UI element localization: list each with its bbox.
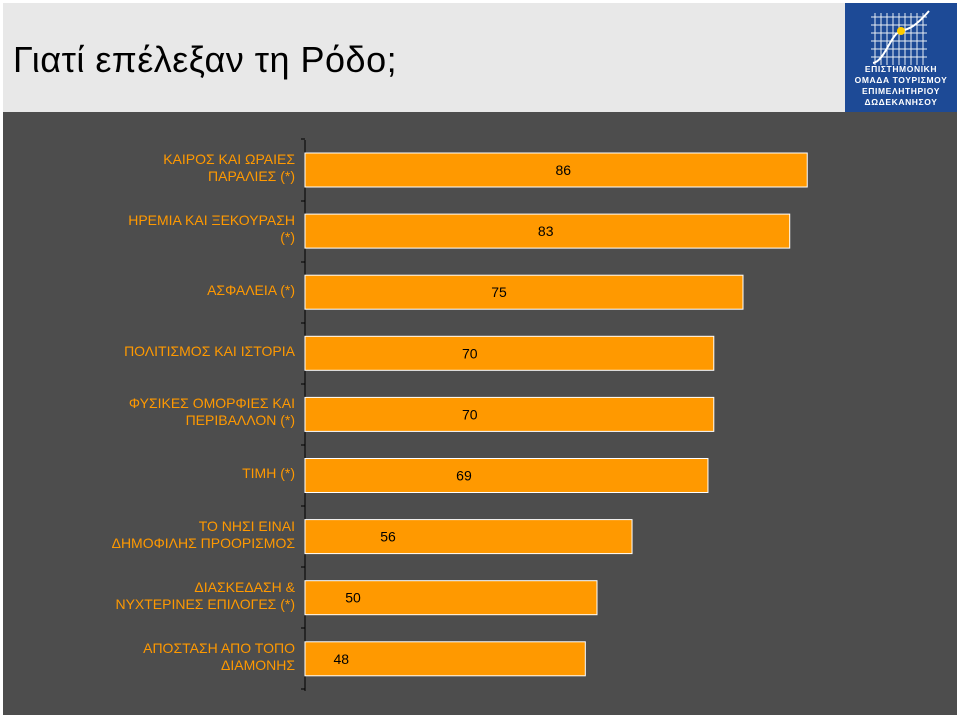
- category-label-line: ΚΑΙΡΟΣ ΚΑΙ ΩΡΑΙΕΣ: [163, 151, 295, 167]
- category-label: ΑΠΟΣΤΑΣΗ ΑΠΟ ΤΟΠΟ ΔΙΑΜΟΝΗΣ: [0, 640, 295, 674]
- page-title: Γιατί επέλεξαν τη Ρόδο;: [13, 39, 398, 80]
- bar: [304, 396, 715, 432]
- category-label: ΑΣΦΑΛΕΙΑ (*): [0, 282, 295, 299]
- category-label: ΤΟ ΝΗΣΙ ΕΙΝΑΙ ΔΗΜΟΦΙΛΗΣ ΠΡΟΟΡΙΣΜΟΣ: [0, 518, 295, 552]
- bar: [304, 519, 633, 555]
- chart-panel: ΚΑΙΡΟΣ ΚΑΙ ΩΡΑΙΕΣ ΠΑΡΑΛΙΕΣ (*) ΗΡΕΜΙΑ ΚΑΙ …: [3, 112, 957, 715]
- data-label: 86: [555, 162, 571, 178]
- category-label-line: ΔΙΑΣΚΕΔΑΣΗ &: [194, 578, 295, 595]
- category-label: ΤΙΜΗ (*): [0, 465, 295, 482]
- bar: [304, 458, 709, 493]
- data-label: 48: [334, 651, 350, 667]
- bar: [304, 335, 715, 371]
- header-bar: Γιατί επέλεξαν τη Ρόδο;: [3, 3, 957, 112]
- category-label-line: ΗΡΕΜΙΑ ΚΑΙ ΞΕΚΟΥΡΑΣΗ: [128, 212, 295, 229]
- bar: [304, 152, 808, 188]
- category-label-line: ΔΗΜΟΦΙΛΗΣ ΠΡΟΟΡΙΣΜΟΣ: [111, 534, 295, 551]
- logo-graph-icon: [871, 10, 930, 65]
- data-label: 56: [380, 529, 396, 545]
- logo-text-line-1: ΕΠΙΣΤΗΜΟΝΙΚΗ: [864, 64, 938, 74]
- bar: [304, 580, 598, 616]
- data-label: 50: [345, 590, 361, 606]
- data-label: 83: [538, 223, 554, 239]
- organization-logo: ΕΠΙΣΤΗΜΟΝΙΚΗ ΟΜΑΔΑ ΤΟΥΡΙΣΜΟΥ ΕΠΙΜΕΛΗΤΗΡΙ…: [845, 3, 957, 112]
- bar: [304, 213, 791, 249]
- logo-text-line-2: ΟΜΑΔΑ ΤΟΥΡΙΣΜΟΥ: [854, 75, 948, 85]
- data-label: 75: [491, 284, 507, 300]
- category-label-line: ΠΑΡΑΛΙΕΣ (*): [208, 168, 295, 184]
- data-label: 70: [462, 345, 478, 361]
- category-label-line: (*): [280, 229, 295, 246]
- category-label-line: ΤΟ ΝΗΣΙ ΕΙΝΑΙ: [198, 517, 295, 534]
- bar: [304, 641, 586, 677]
- category-label: ΗΡΕΜΙΑ ΚΑΙ ΞΕΚΟΥΡΑΣΗ (*): [0, 212, 295, 246]
- logo-text-line-3: ΕΠΙΜΕΛΗΤΗΡΙΟΥ: [862, 86, 940, 96]
- logo-text-line-4: ΔΩΔΕΚΑΝΗΣΟΥ: [864, 97, 938, 107]
- category-label-line: ΠΕΡΙΒΑΛΛΟΝ (*): [185, 412, 295, 429]
- category-label-line: ΑΣΦΑΛΕΙΑ (*): [207, 281, 295, 298]
- category-label-line: ΝΥΧΤΕΡΙΝΕΣ ΕΠΙΛΟΓΕΣ (*): [115, 595, 295, 612]
- category-label: ΔΙΑΣΚΕΔΑΣΗ & ΝΥΧΤΕΡΙΝΕΣ ΕΠΙΛΟΓΕΣ (*): [0, 579, 295, 613]
- category-label: ΦΥΣΙΚΕΣ ΟΜΟΡΦΙΕΣ ΚΑΙ ΠΕΡΙΒΑΛΛΟΝ (*): [0, 395, 295, 429]
- category-label-line: ΔΙΑΜΟΝΗΣ: [220, 656, 295, 673]
- data-label: 70: [462, 406, 478, 422]
- data-label: 69: [456, 468, 472, 484]
- bar: [304, 274, 744, 310]
- category-label-line: ΤΙΜΗ (*): [242, 465, 295, 481]
- category-label-line: ΦΥΣΙΚΕΣ ΟΜΟΡΦΙΕΣ ΚΑΙ: [128, 395, 295, 412]
- category-label: ΚΑΙΡΟΣ ΚΑΙ ΩΡΑΙΕΣ ΠΑΡΑΛΙΕΣ (*): [0, 151, 295, 185]
- category-label-line: ΑΠΟΣΤΑΣΗ ΑΠΟ ΤΟΠΟ: [143, 639, 295, 656]
- bar-chart: 86 83 75 70 70 69 56 50 48: [301, 138, 808, 691]
- category-label-line: ΠΟΛΙΤΙΣΜΟΣ ΚΑΙ ΙΣΤΟΡΙΑ: [124, 342, 295, 359]
- category-label: ΠΟΛΙΤΙΣΜΟΣ ΚΑΙ ΙΣΤΟΡΙΑ: [0, 343, 295, 360]
